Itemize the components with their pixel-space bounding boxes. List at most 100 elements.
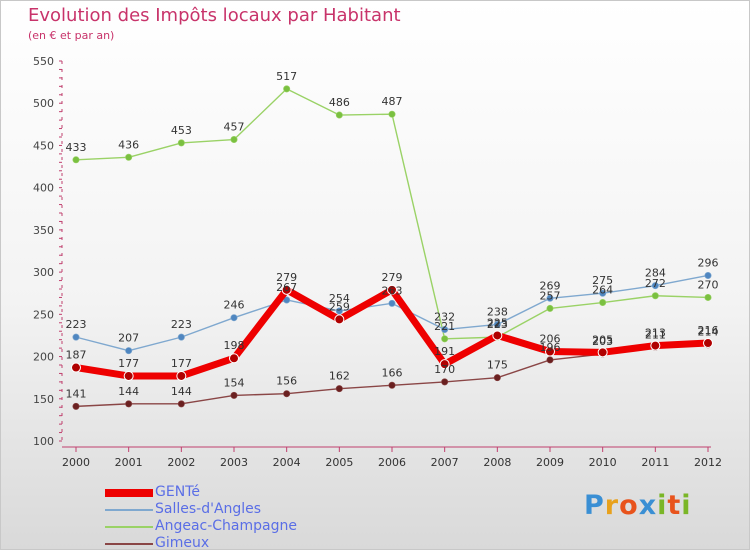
data-point — [177, 400, 185, 408]
y-tick-label: 550 — [33, 55, 54, 68]
legend-label: GENTé — [155, 484, 200, 500]
data-point — [72, 156, 80, 164]
data-point — [71, 362, 81, 373]
data-label: 259 — [329, 300, 350, 313]
data-point — [439, 359, 450, 370]
data-point — [388, 381, 396, 389]
data-label: 279 — [382, 271, 403, 284]
x-tick-label: 2009 — [536, 456, 564, 469]
data-point — [441, 378, 449, 386]
data-point — [72, 333, 80, 341]
data-point — [123, 370, 134, 381]
data-point — [335, 307, 343, 315]
data-label: 170 — [434, 363, 455, 376]
data-label: 279 — [276, 271, 297, 284]
logo-letter: t — [667, 490, 682, 521]
data-label: 203 — [592, 335, 613, 348]
legend-swatch — [105, 489, 153, 497]
data-label: 269 — [540, 279, 561, 292]
data-label: 214 — [698, 326, 719, 339]
data-point — [125, 400, 133, 408]
data-label: 198 — [224, 339, 245, 352]
y-tick-label: 300 — [33, 266, 54, 279]
data-label: 433 — [66, 141, 87, 154]
logo-letter: P — [584, 490, 605, 521]
data-label: 223 — [171, 318, 192, 331]
data-point — [283, 390, 291, 398]
data-label: 257 — [540, 289, 561, 302]
y-tick-label: 100 — [33, 435, 54, 448]
data-point — [599, 299, 607, 307]
data-point — [599, 289, 607, 297]
data-point — [704, 271, 712, 279]
data-point — [493, 320, 501, 328]
data-label: 175 — [487, 359, 508, 372]
data-label: 177 — [171, 357, 192, 370]
data-point — [651, 292, 659, 300]
data-label: 205 — [592, 333, 613, 346]
data-label: 267 — [276, 281, 297, 294]
y-tick-label: 200 — [33, 351, 54, 364]
data-point — [125, 347, 133, 355]
data-point — [441, 335, 449, 343]
x-tick-label: 2011 — [641, 456, 669, 469]
logo-letter: i — [657, 490, 668, 521]
legend-swatch — [105, 526, 153, 528]
data-point — [176, 370, 187, 381]
x-tick-label: 2000 — [62, 456, 90, 469]
data-label: 207 — [118, 332, 139, 345]
data-label: 156 — [276, 375, 297, 388]
data-label: 296 — [698, 256, 719, 269]
logo-letter: x — [638, 490, 658, 521]
data-label: 284 — [645, 267, 666, 280]
data-label: 238 — [487, 305, 508, 318]
chart-subtitle: (en € et par an) — [28, 29, 115, 42]
data-label: 263 — [382, 284, 403, 297]
data-label: 453 — [171, 124, 192, 137]
data-label: 457 — [224, 121, 245, 134]
data-label: 196 — [540, 341, 561, 354]
data-label: 213 — [645, 327, 666, 340]
legend-label: Gimeux — [155, 535, 210, 551]
logo-letter: i — [681, 490, 692, 521]
x-tick-label: 2006 — [378, 456, 406, 469]
data-label: 246 — [224, 299, 245, 312]
data-label: 144 — [118, 385, 139, 398]
data-label: 141 — [66, 387, 87, 400]
legend-swatch — [105, 543, 153, 545]
data-label: 436 — [118, 138, 139, 151]
data-point — [177, 333, 185, 341]
x-tick-label: 2001 — [115, 456, 143, 469]
chart-title: Evolution des Impôts locaux par Habitant — [28, 5, 401, 26]
data-point — [597, 347, 608, 358]
data-label: 206 — [540, 332, 561, 345]
data-point — [281, 284, 292, 295]
logo-letter: o — [619, 490, 639, 521]
data-label: 232 — [434, 311, 455, 324]
data-point — [546, 304, 554, 312]
data-label: 223 — [66, 318, 87, 331]
data-label: 191 — [434, 345, 455, 358]
data-point — [388, 299, 396, 307]
legend-swatch — [105, 509, 153, 511]
data-label: 216 — [698, 324, 719, 337]
data-label: 486 — [329, 96, 350, 109]
data-point — [230, 314, 238, 322]
data-point — [650, 340, 661, 351]
data-label: 223 — [487, 318, 508, 331]
data-point — [230, 391, 238, 399]
data-label: 487 — [382, 95, 403, 108]
data-label: 187 — [66, 349, 87, 362]
data-point — [72, 402, 80, 410]
y-tick-label: 400 — [33, 182, 54, 195]
data-point — [335, 111, 343, 119]
y-tick-label: 250 — [33, 308, 54, 321]
data-point — [229, 353, 239, 364]
data-point — [546, 294, 554, 302]
x-tick-label: 2007 — [431, 456, 459, 469]
data-point — [388, 110, 396, 118]
y-tick-label: 350 — [33, 224, 54, 237]
x-tick-label: 2010 — [589, 456, 617, 469]
